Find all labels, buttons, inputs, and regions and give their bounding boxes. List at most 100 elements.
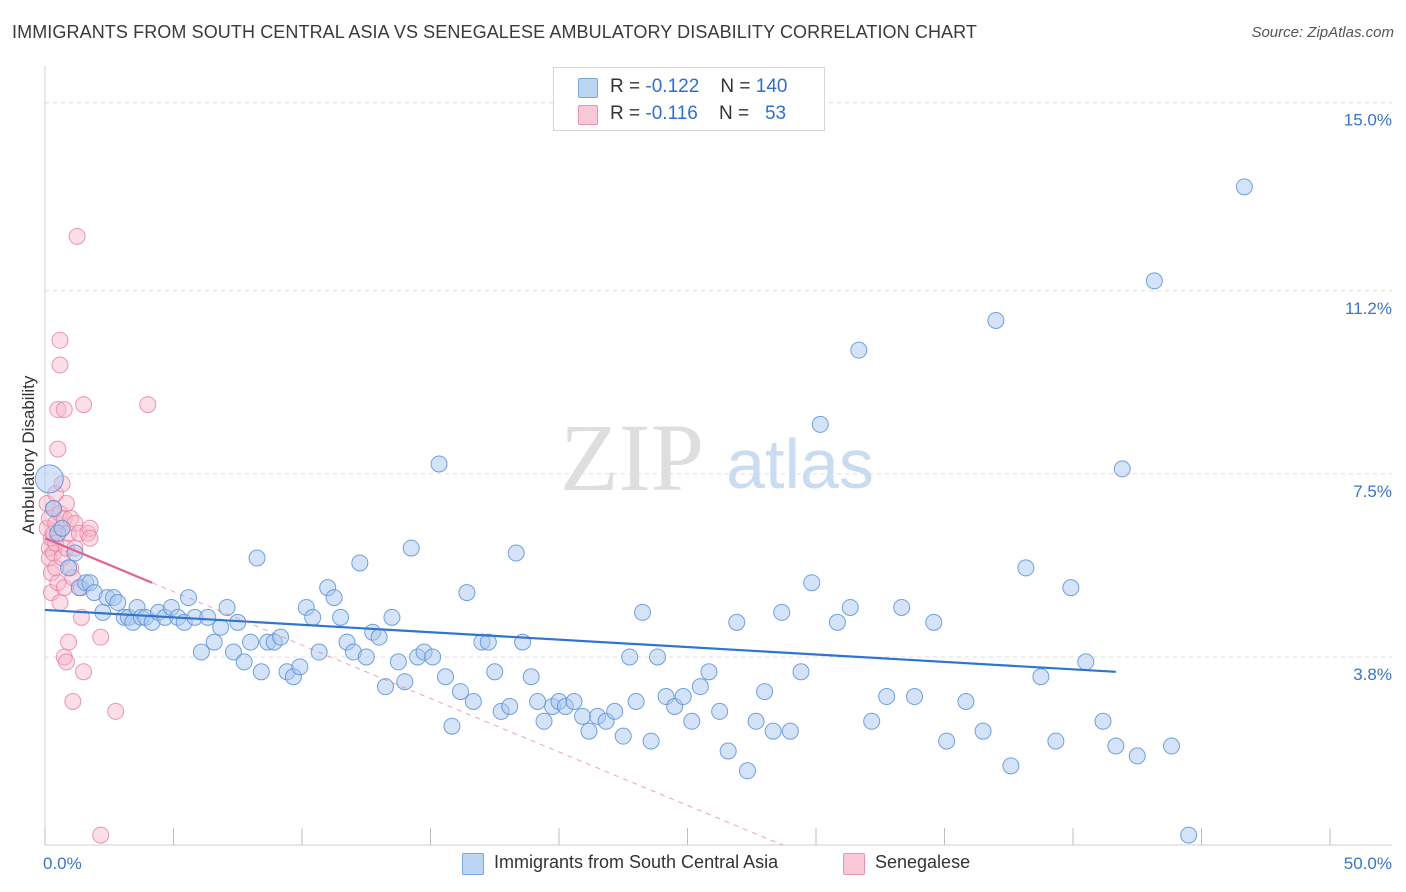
data-point-south-central-asia [621,648,639,666]
data-point-south-central-asia [627,692,645,710]
data-point-south-central-asia [291,658,309,676]
data-point-senegalese [75,396,93,414]
source-label: Source: ZipAtlas.com [1251,24,1394,41]
data-point-south-central-asia [642,732,660,750]
data-point-south-central-asia [53,519,71,537]
data-point-senegalese [57,653,75,671]
trendline-senegalese [44,537,153,584]
data-point-south-central-asia [1107,737,1125,755]
x-tick-label-max: 50.0% [1344,854,1392,873]
data-point-south-central-asia [1017,559,1035,577]
legend-swatch-blue [462,853,484,875]
data-point-south-central-asia [1145,272,1163,290]
data-point-south-central-asia [272,628,290,646]
data-point-south-central-asia [1180,826,1198,844]
trendline-south-central-asia [44,608,1116,673]
data-point-south-central-asia [192,643,210,661]
data-point-south-central-asia [212,618,230,636]
data-point-senegalese [81,529,99,547]
x-tick-label-min: 0.0% [43,854,82,873]
data-point-south-central-asia [938,732,956,750]
legend-swatch-blue [578,78,598,98]
data-point-south-central-asia [811,415,829,433]
data-point-senegalese [70,524,88,542]
data-point-south-central-asia [1163,737,1181,755]
data-point-south-central-asia [747,712,765,730]
data-point-south-central-asia [828,613,846,631]
data-point-south-central-asia [529,692,547,710]
data-point-senegalese [60,633,78,651]
data-point-senegalese [81,519,99,537]
data-point-south-central-asia [60,559,78,577]
data-point-south-central-asia [235,653,253,671]
data-point-south-central-asia [700,663,718,681]
r-label: R = [610,76,641,97]
data-point-south-central-asia [792,663,810,681]
axes [44,66,1392,846]
data-point-senegalese [51,331,69,349]
data-point-south-central-asia [443,717,461,735]
data-point-senegalese [68,227,86,245]
legend-swatch-pink [843,853,865,875]
y-tick-label: 7.5% [1353,482,1392,501]
data-point-south-central-asia [1235,178,1253,196]
data-point-south-central-asia [925,613,943,631]
r-label: R = [610,103,641,124]
data-point-south-central-asia [773,603,791,621]
data-point-south-central-asia [1002,757,1020,775]
data-point-south-central-asia [781,722,799,740]
data-point-south-central-asia [451,683,469,701]
data-point-south-central-asia [614,727,632,745]
watermark-atlas: atlas [726,425,874,503]
data-point-south-central-asia [507,544,525,562]
data-point-south-central-asia [1128,747,1146,765]
data-point-south-central-asia [357,648,375,666]
data-point-south-central-asia [756,683,774,701]
data-point-south-central-asia [436,668,454,686]
data-point-south-central-asia [719,742,737,760]
data-point-south-central-asia [377,678,395,696]
data-point-south-central-asia [332,608,350,626]
data-point-south-central-asia [479,633,497,651]
n-value: 53 [764,103,787,124]
data-point-south-central-asia [565,692,583,710]
data-point-south-central-asia [850,341,868,359]
trendline-senegalese-projection [151,582,783,846]
data-point-south-central-asia [522,668,540,686]
data-point-south-central-asia [1077,653,1095,671]
data-point-south-central-asia [878,688,896,706]
y-axis-label: Ambulatory Disability [19,375,38,534]
data-point-senegalese [49,401,67,419]
data-point-south-central-asia [109,594,127,612]
y-tick-label: 15.0% [1344,111,1392,130]
data-point-south-central-asia [841,598,859,616]
data-point-south-central-asia [486,663,504,681]
data-point-south-central-asia [396,673,414,691]
legend-stats: R = -0.116 N = 53 [610,103,786,125]
data-point-south-central-asia [634,603,652,621]
data-point-south-central-asia [464,692,482,710]
data-point-south-central-asia [606,702,624,720]
data-point-senegalese [139,396,157,414]
data-point-south-central-asia [974,722,992,740]
data-point-south-central-asia [252,663,270,681]
data-point-south-central-asia [738,762,756,780]
data-point-south-central-asia [691,678,709,696]
chart-title: IMMIGRANTS FROM SOUTH CENTRAL ASIA VS SE… [12,22,978,42]
data-point-south-central-asia [199,608,217,626]
data-point-south-central-asia [649,648,667,666]
data-point-south-central-asia [325,589,343,607]
data-point-south-central-asia [458,584,476,602]
data-point-south-central-asia [674,688,692,706]
data-point-south-central-asia [179,589,197,607]
data-point-south-central-asia [683,712,701,730]
data-point-south-central-asia [34,464,64,494]
data-point-south-central-asia [580,722,598,740]
data-point-south-central-asia [1032,668,1050,686]
data-point-south-central-asia [304,608,322,626]
data-point-senegalese [75,663,93,681]
r-value: -0.122 [645,76,700,97]
data-point-senegalese [92,628,110,646]
data-point-south-central-asia [1113,460,1131,478]
